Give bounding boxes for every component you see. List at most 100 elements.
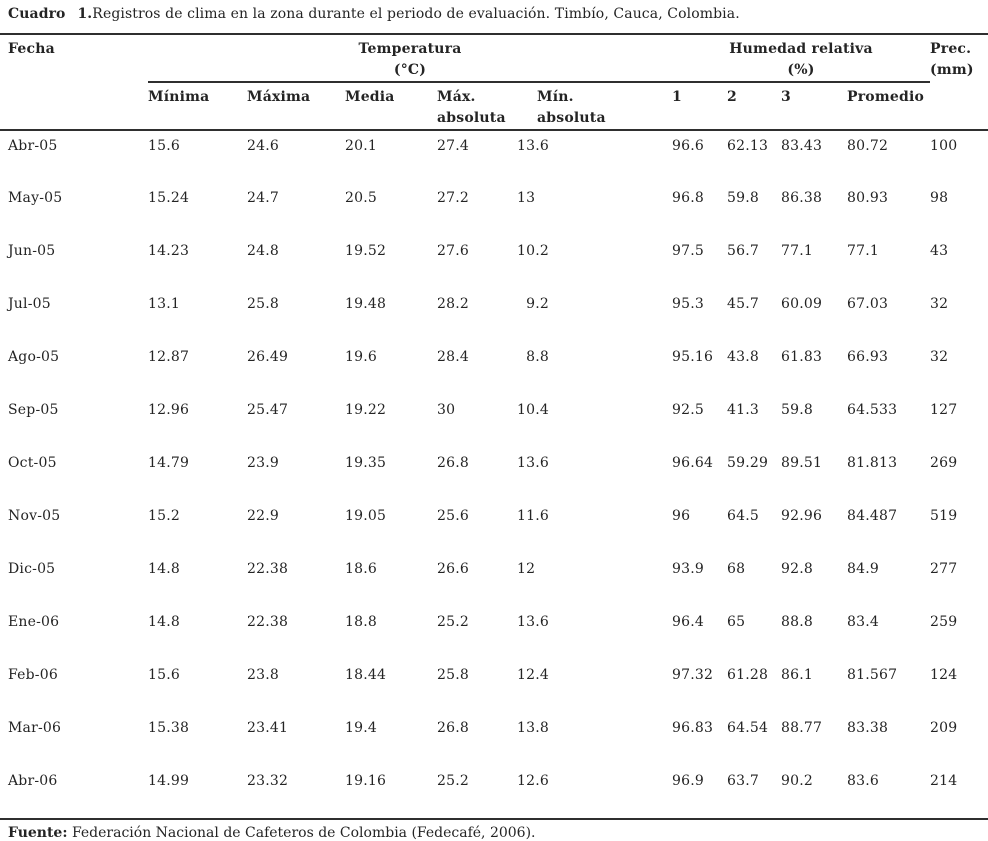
cell-temp-media: 20.1	[345, 138, 377, 154]
table-row: Jun-05 14.23 24.8 19.52 27.6 10.2 97.5 5…	[0, 236, 988, 289]
column-header-promedio: Promedio	[847, 82, 931, 131]
cell-fecha: Sep-05	[8, 402, 59, 418]
header-sub-row: Mínima Máxima Media Máx. absoluta Mín. a…	[0, 82, 988, 131]
cell-temp-minima: 14.79	[148, 455, 190, 471]
cell-temp-minima: 15.6	[148, 667, 180, 683]
cell-precipitacion: 43	[930, 243, 949, 259]
group-header-humedad-line2: (%)	[787, 62, 815, 78]
cell-temp-min-absoluta: 10.2	[517, 243, 549, 259]
cell-precipitacion: 209	[930, 720, 958, 736]
cell-humedad-1: 96.8	[672, 190, 704, 206]
cell-humedad-2: 64.54	[727, 720, 769, 736]
cell-temp-max-absoluta: 25.2	[437, 773, 469, 789]
cell-humedad-2: 63.7	[727, 773, 759, 789]
table-row: Oct-05 14.79 23.9 19.35 26.8 13.6 96.64 …	[0, 448, 988, 501]
cell-humedad-2: 41.3	[727, 402, 759, 418]
cell-precipitacion: 277	[930, 561, 958, 577]
cell-humedad-3: 86.38	[781, 190, 823, 206]
group-header-humedad-line1: Humedad relativa	[729, 41, 873, 57]
cell-precipitacion: 98	[930, 190, 949, 206]
cell-temp-minima: 14.99	[148, 773, 190, 789]
cell-temp-media: 19.4	[345, 720, 377, 736]
cell-humedad-2: 45.7	[727, 296, 759, 312]
cell-temp-maxima: 23.9	[247, 455, 279, 471]
cell-temp-media: 18.8	[345, 614, 377, 630]
cell-humedad-3: 60.09	[781, 296, 823, 312]
cell-precipitacion: 214	[930, 773, 958, 789]
table-row: May-05 15.24 24.7 20.5 27.2 13 96.8 59.8…	[0, 183, 988, 236]
cell-temp-maxima: 23.32	[247, 773, 289, 789]
cell-humedad-promedio: 80.93	[847, 190, 889, 206]
cell-humedad-1: 96.9	[672, 773, 704, 789]
column-header-humedad-3: 3	[781, 82, 847, 131]
table-row: Mar-06 15.38 23.41 19.4 26.8 13.8 96.83 …	[0, 713, 988, 766]
cell-humedad-promedio: 84.487	[847, 508, 898, 524]
cell-humedad-2: 56.7	[727, 243, 759, 259]
column-header-prec-line2: (mm)	[930, 62, 974, 78]
cell-humedad-promedio: 77.1	[847, 243, 879, 259]
cell-humedad-promedio: 83.38	[847, 720, 889, 736]
table-source: Fuente: Federación Nacional de Cafeteros…	[0, 820, 988, 841]
table-row: Sep-05 12.96 25.47 19.22 30 10.4 92.5 41…	[0, 395, 988, 448]
group-header-temperatura-line1: Temperatura	[358, 41, 462, 57]
cell-temp-maxima: 22.9	[247, 508, 279, 524]
cell-humedad-3: 90.2	[781, 773, 813, 789]
cell-temp-maxima: 24.6	[247, 138, 279, 154]
cell-temp-min-absoluta: 11.6	[517, 508, 549, 524]
cell-precipitacion: 269	[930, 455, 958, 471]
table-row: Dic-05 14.8 22.38 18.6 26.6 12 93.9 68 9…	[0, 554, 988, 607]
cell-fecha: Dic-05	[8, 561, 56, 577]
group-header-temperatura-line2: (°C)	[393, 62, 427, 78]
table-row: Ene-06 14.8 22.38 18.8 25.2 13.6 96.4 65…	[0, 607, 988, 660]
cell-temp-minima: 12.96	[148, 402, 190, 418]
cell-temp-min-absoluta: 9.2	[517, 296, 549, 312]
cell-humedad-promedio: 67.03	[847, 296, 889, 312]
cell-temp-minima: 14.8	[148, 614, 180, 630]
cell-humedad-1: 96	[672, 508, 691, 524]
cell-humedad-1: 96.64	[672, 455, 714, 471]
cell-humedad-2: 68	[727, 561, 746, 577]
cell-temp-minima: 14.8	[148, 561, 180, 577]
cell-temp-media: 19.6	[345, 349, 377, 365]
cell-humedad-2: 43.8	[727, 349, 759, 365]
cell-humedad-promedio: 80.72	[847, 138, 889, 154]
cell-humedad-1: 96.6	[672, 138, 704, 154]
cell-humedad-1: 92.5	[672, 402, 704, 418]
group-header-humedad-relativa: Humedad relativa (%)	[672, 34, 931, 83]
cell-temp-maxima: 25.8	[247, 296, 279, 312]
column-header-max-absoluta: Máx. absoluta	[437, 82, 517, 131]
cell-fecha: Jun-05	[8, 243, 56, 259]
cell-humedad-3: 59.8	[781, 402, 813, 418]
group-header-temperatura: Temperatura (°C)	[148, 34, 672, 83]
column-header-fecha: Fecha	[0, 34, 148, 131]
cell-precipitacion: 124	[930, 667, 958, 683]
cell-temp-media: 19.48	[345, 296, 387, 312]
cell-fecha: Oct-05	[8, 455, 57, 471]
cell-humedad-promedio: 66.93	[847, 349, 889, 365]
cell-humedad-1: 95.3	[672, 296, 704, 312]
cell-temp-media: 19.05	[345, 508, 387, 524]
column-header-humedad-1: 1	[672, 82, 727, 131]
cell-humedad-2: 61.28	[727, 667, 769, 683]
cell-precipitacion: 32	[930, 349, 949, 365]
cell-temp-media: 19.52	[345, 243, 387, 259]
cell-humedad-3: 88.8	[781, 614, 813, 630]
cell-precipitacion: 100	[930, 138, 958, 154]
cell-temp-minima: 14.23	[148, 243, 190, 259]
cell-temp-max-absoluta: 28.2	[437, 296, 469, 312]
table-caption: Cuadro 1.Registros de clima en la zona d…	[0, 0, 988, 33]
cell-temp-maxima: 24.8	[247, 243, 279, 259]
cell-temp-minima: 15.6	[148, 138, 180, 154]
column-header-min-absoluta: Mín. absoluta	[517, 82, 672, 131]
cell-temp-min-absoluta: 13	[517, 190, 536, 206]
cell-temp-maxima: 26.49	[247, 349, 289, 365]
cell-temp-max-absoluta: 30	[437, 402, 456, 418]
cell-precipitacion: 259	[930, 614, 958, 630]
table-row: Abr-05 15.6 24.6 20.1 27.4 13.6 96.6 62.…	[0, 130, 988, 183]
cell-temp-media: 18.44	[345, 667, 387, 683]
cell-temp-max-absoluta: 27.2	[437, 190, 469, 206]
cell-temp-maxima: 23.8	[247, 667, 279, 683]
cell-humedad-2: 59.29	[727, 455, 769, 471]
cell-precipitacion: 127	[930, 402, 958, 418]
cell-humedad-promedio: 81.813	[847, 455, 898, 471]
